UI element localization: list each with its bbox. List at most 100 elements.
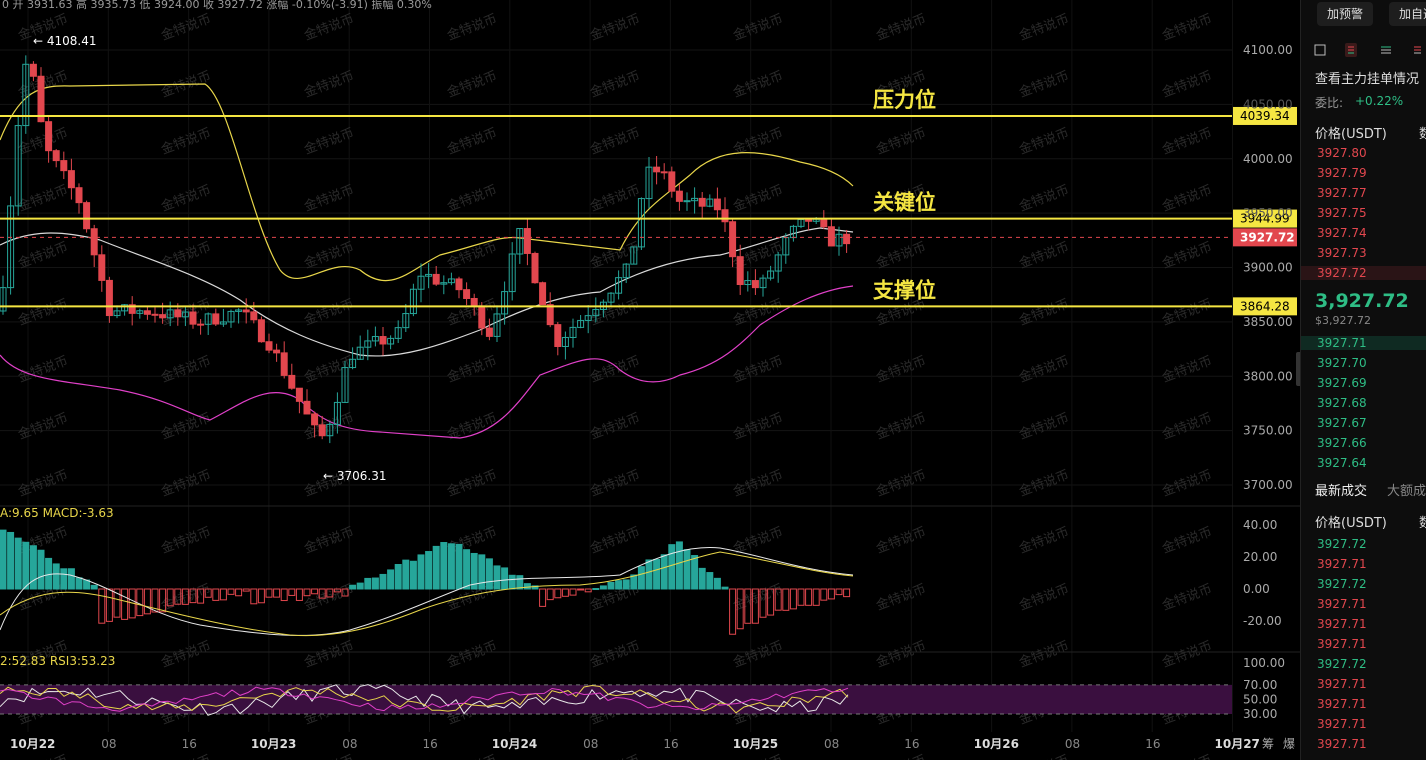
candle-icon[interactable] — [1345, 43, 1357, 57]
candle-body[interactable] — [531, 252, 539, 284]
bid-row[interactable]: 3927.66 — [1317, 436, 1367, 450]
candle-body[interactable] — [227, 310, 235, 323]
candle-body[interactable] — [615, 277, 623, 294]
candle-body[interactable] — [318, 424, 326, 437]
add-watchlist-button[interactable]: 加自选 — [1389, 2, 1426, 26]
candle-body[interactable] — [265, 341, 273, 351]
candle-body[interactable] — [151, 313, 159, 316]
candle-body[interactable] — [7, 205, 15, 289]
candle-body[interactable] — [326, 423, 334, 437]
candle-body[interactable] — [569, 326, 577, 338]
ask-row[interactable]: 3927.74 — [1317, 226, 1367, 240]
candle-body[interactable] — [333, 401, 341, 425]
candle-body[interactable] — [827, 226, 835, 247]
candle-body[interactable] — [75, 187, 83, 204]
candle-body[interactable] — [759, 277, 767, 289]
candle-body[interactable] — [90, 228, 98, 256]
candle-body[interactable] — [508, 253, 516, 293]
bid-row[interactable]: 3927.64 — [1317, 456, 1367, 470]
ask-row[interactable]: 3927.72 — [1301, 266, 1426, 280]
bid-row[interactable]: 3927.70 — [1317, 356, 1367, 370]
candle-body[interactable] — [235, 309, 243, 312]
candle-body[interactable] — [744, 280, 752, 286]
candle-body[interactable] — [630, 246, 638, 265]
candle-body[interactable] — [364, 340, 372, 348]
candle-body[interactable] — [767, 270, 775, 279]
candle-body[interactable] — [820, 218, 828, 228]
candle-body[interactable] — [45, 121, 53, 152]
candle-body[interactable] — [257, 319, 265, 343]
list-icon[interactable] — [1381, 46, 1391, 54]
candle-body[interactable] — [691, 197, 699, 202]
ask-row[interactable]: 3927.80 — [1317, 146, 1367, 160]
chips-label[interactable]: 筹 — [1262, 737, 1274, 751]
bid-row[interactable]: 3927.67 — [1317, 416, 1367, 430]
candle-body[interactable] — [561, 336, 569, 347]
candle-body[interactable] — [805, 218, 813, 222]
ask-row[interactable]: 3927.75 — [1317, 206, 1367, 220]
candle-body[interactable] — [212, 313, 220, 325]
price-chart[interactable]: 金特说币 金特说币 金特说币 金特说币 金特说币 金特说币 金特说币 金特说币 金特说币金特说币… — [0, 0, 1300, 760]
ask-row[interactable]: 3927.79 — [1317, 166, 1367, 180]
candle-body[interactable] — [501, 291, 509, 315]
candle-body[interactable] — [387, 337, 395, 345]
candle-body[interactable] — [592, 308, 600, 317]
candle-body[interactable] — [394, 327, 402, 339]
candle-body[interactable] — [242, 309, 250, 313]
candle-body[interactable] — [622, 263, 630, 279]
candle-body[interactable] — [835, 233, 843, 247]
ask-row[interactable]: 3927.77 — [1317, 186, 1367, 200]
candle-body[interactable] — [174, 309, 182, 318]
candle-body[interactable] — [440, 282, 448, 285]
candle-body[interactable] — [478, 305, 486, 329]
candle-body[interactable] — [295, 387, 303, 402]
candle-body[interactable] — [219, 321, 227, 325]
add-alert-button[interactable]: 加预警 — [1317, 2, 1374, 26]
candle-body[interactable] — [577, 319, 585, 328]
candle-body[interactable] — [584, 315, 592, 321]
candle-body[interactable] — [425, 273, 433, 277]
candle-body[interactable] — [653, 166, 661, 173]
candle-body[interactable] — [311, 413, 319, 426]
candle-body[interactable] — [105, 279, 113, 317]
candle-body[interactable] — [706, 198, 714, 207]
candle-body[interactable] — [181, 311, 189, 318]
candle-body[interactable] — [166, 309, 174, 319]
candle-body[interactable] — [729, 221, 737, 258]
orderbook-title[interactable]: 查看主力挂单情况 — [1315, 72, 1420, 87]
candle-body[interactable] — [463, 289, 471, 299]
candle-body[interactable] — [52, 150, 60, 162]
candle-body[interactable] — [250, 311, 258, 321]
candle-body[interactable] — [113, 310, 121, 317]
candle-body[interactable] — [22, 63, 30, 127]
candle-body[interactable] — [417, 275, 425, 290]
candle-body[interactable] — [136, 310, 144, 314]
candle-body[interactable] — [159, 314, 167, 319]
candle-body[interactable] — [121, 304, 129, 312]
candle-body[interactable] — [349, 358, 357, 369]
candle-body[interactable] — [539, 282, 547, 306]
burst-label[interactable]: 爆 — [1283, 737, 1295, 751]
candle-body[interactable] — [546, 304, 554, 326]
candle-body[interactable] — [409, 288, 417, 315]
candle-body[interactable] — [485, 327, 493, 337]
tab-large-trades[interactable]: 大额成 — [1387, 484, 1426, 499]
candle-body[interactable] — [698, 197, 706, 207]
chart-icon[interactable] — [1314, 44, 1326, 56]
candle-body[interactable] — [273, 349, 281, 354]
candle-body[interactable] — [0, 287, 7, 312]
candle-body[interactable] — [83, 202, 91, 230]
bid-row[interactable]: 3927.69 — [1317, 376, 1367, 390]
candle-body[interactable] — [455, 278, 463, 291]
candle-body[interactable] — [29, 63, 37, 77]
candle-body[interactable] — [288, 374, 296, 389]
candle-body[interactable] — [645, 166, 653, 200]
candle-body[interactable] — [356, 346, 364, 360]
candle-body[interactable] — [14, 125, 22, 207]
candle-body[interactable] — [751, 280, 759, 289]
layout-icon[interactable] — [1414, 46, 1421, 54]
candle-body[interactable] — [660, 171, 668, 174]
candle-body[interactable] — [128, 304, 136, 314]
candle-body[interactable] — [637, 198, 645, 248]
candle-body[interactable] — [60, 160, 68, 172]
